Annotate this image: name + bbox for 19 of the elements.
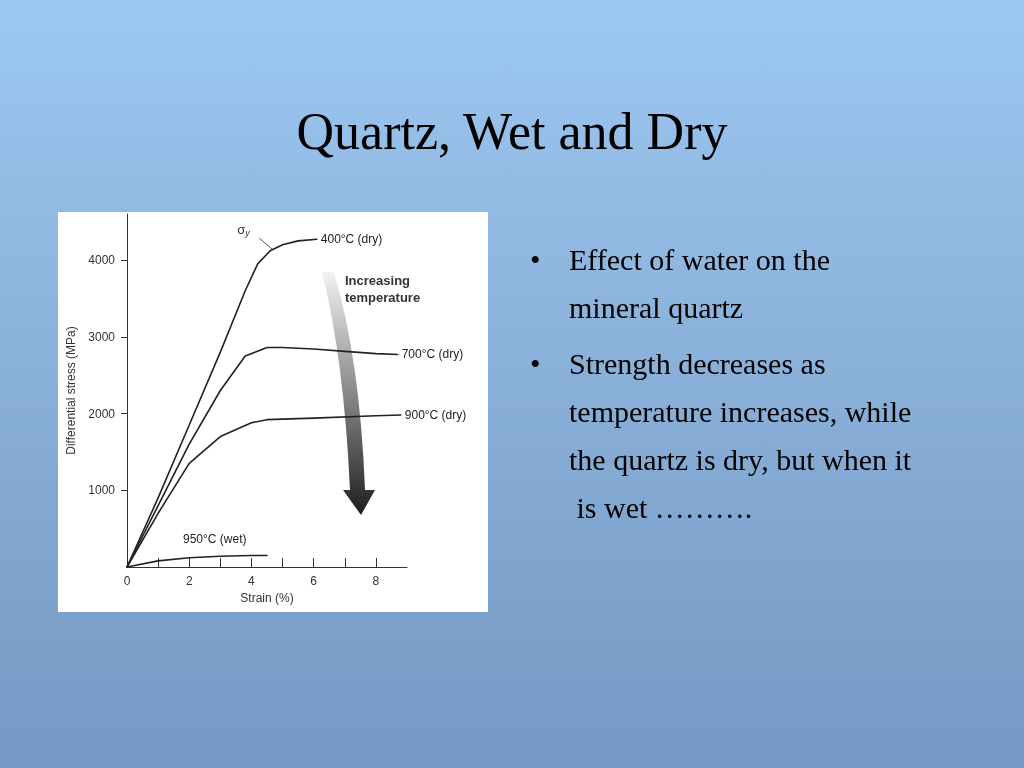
- text: Quartz, Wet and Dry: [296, 102, 728, 160]
- x-tick-label: 4: [248, 574, 256, 588]
- series-label: 400°C (dry): [320, 232, 383, 247]
- y-tick-label: 4000: [88, 253, 116, 268]
- y-axis-title: Differential stress (MPa): [64, 326, 78, 455]
- annotation: Increasing temperature: [345, 273, 421, 305]
- text: • Strength decreases as temperature increases, while the quartz is dry, but when it is wet ……….: [530, 346, 919, 524]
- series-label: 700°C (dry): [401, 347, 464, 362]
- x-tick-label: 2: [185, 574, 193, 588]
- x-axis-title: Strain (%): [240, 591, 294, 605]
- y-tick-label: 3000: [88, 329, 116, 344]
- y-tick-label: 1000: [88, 483, 116, 498]
- x-tick-label: 8: [372, 574, 380, 588]
- y-tick-label: 2000: [88, 406, 116, 421]
- series-label: 950°C (wet): [183, 532, 247, 547]
- x-tick-label: 0: [123, 574, 131, 588]
- text: • Effect of water on the mineral quartz: [530, 242, 838, 324]
- x-tick-label: 6: [310, 574, 318, 588]
- series-label: 900°C (dry): [404, 408, 467, 423]
